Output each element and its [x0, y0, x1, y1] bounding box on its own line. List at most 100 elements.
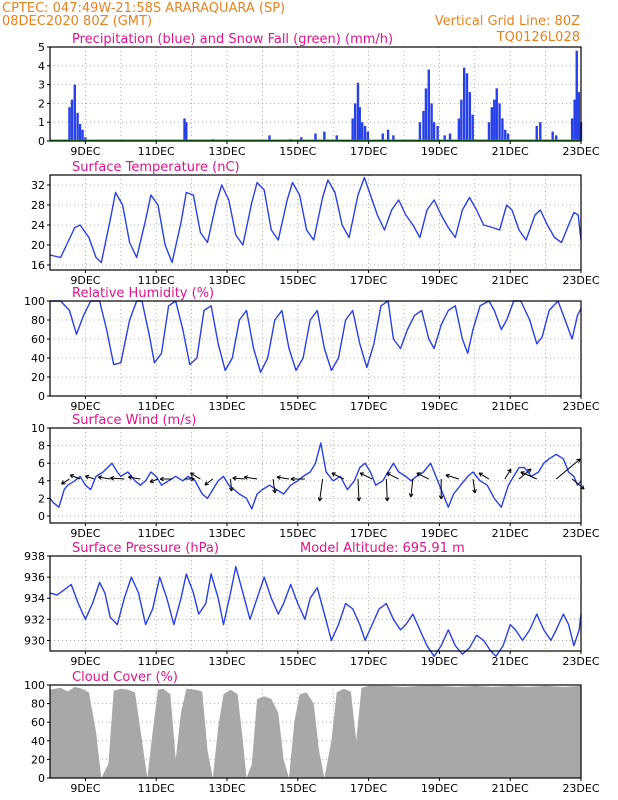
x-tick-label: 13DEC — [208, 655, 245, 668]
y-tick-label: 60 — [31, 333, 45, 346]
precip-bar — [430, 103, 433, 141]
x-tick-label: 11DEC — [138, 782, 175, 795]
y-tick-label: 0 — [38, 772, 45, 785]
wind-arrow — [228, 478, 234, 492]
pres-panel: 930 932 934 936 938 9DEC 11DEC 13DEC 15DEC 17DEC 1… — [24, 541, 600, 668]
y-tick-label: 24 — [31, 219, 45, 232]
precip-bar — [78, 124, 82, 141]
y-tick-label: 16 — [31, 259, 45, 272]
x-tick-label: 17DEC — [350, 274, 387, 287]
x-tick-label: 19DEC — [421, 145, 458, 158]
wind-arrow — [317, 478, 324, 502]
temp-title: Surface Temperature (nC) — [72, 160, 240, 175]
wind-frame — [49, 427, 582, 524]
precip-bar — [468, 92, 472, 141]
cloud-frame — [49, 684, 582, 779]
precip-bar — [539, 122, 542, 141]
precip-bar — [501, 118, 504, 141]
precip-bar — [432, 122, 436, 141]
precip-bar — [84, 137, 87, 141]
precip-bar — [448, 133, 452, 141]
y-tick-label: 40 — [31, 735, 45, 748]
precip-title: Precipitation (blue) and Snow Fall (gree… — [72, 32, 393, 47]
x-tick-label: 13DEC — [208, 400, 245, 413]
wind-series-line — [49, 442, 582, 510]
x-tick-label: 17DEC — [350, 400, 387, 413]
wind-arrow — [445, 473, 460, 480]
x-tick-label: 9DEC — [70, 145, 100, 158]
y-tick-label: 8 — [38, 440, 45, 453]
y-tick-label: 32 — [31, 179, 45, 192]
precip-frame — [49, 46, 582, 142]
precip-bar — [570, 118, 574, 141]
precip-bar — [335, 135, 338, 141]
rh-title: Relative Humidity (%) — [72, 286, 214, 301]
wind-arrow — [408, 478, 414, 498]
precip-bar — [460, 99, 463, 141]
rh-series-line — [50, 300, 582, 373]
y-tick-label: 100 — [24, 679, 45, 692]
x-tick-label: 9DEC — [70, 274, 100, 287]
precip-bar — [353, 103, 357, 141]
x-tick-label: 23DEC — [562, 655, 599, 668]
y-tick-label: 80 — [31, 698, 45, 711]
precip-bar — [424, 88, 428, 141]
precip-bar — [436, 125, 439, 141]
rh-panel: 0 20 40 60 80 100 9DEC 11DEC 13DEC 15DEC 17DEC 19DE… — [24, 286, 600, 413]
x-tick-label: 13DEC — [208, 782, 245, 795]
wind-panel: 0 2 4 6 8 10 9DEC 11DEC 13DEC 15DEC 17DEC 19DEC 21DE… — [31, 413, 600, 540]
wind-arrow — [110, 475, 125, 481]
precip-bar — [551, 131, 554, 141]
precip-bar — [457, 118, 461, 141]
precip-bar — [555, 135, 558, 141]
x-tick-label: 23DEC — [562, 527, 599, 540]
wind-arrow — [504, 468, 512, 480]
header-grid-line: Vertical Grid Line: 80Z — [435, 14, 580, 29]
pres-frame — [49, 555, 582, 652]
precip-bar — [183, 118, 186, 141]
precip-bar — [386, 129, 390, 141]
x-tick-label: 15DEC — [279, 782, 316, 795]
precip-bar — [487, 122, 491, 141]
wind-arrow — [69, 474, 81, 480]
x-tick-label: 19DEC — [421, 655, 458, 668]
x-tick-label: 9DEC — [70, 655, 100, 668]
temp-panel: 16 20 24 28 32 9DEC 11DEC 13DEC 15DEC 17DEC 19DEC 2… — [31, 160, 600, 287]
x-tick-label: 19DEC — [421, 527, 458, 540]
x-tick-label: 21DEC — [492, 782, 529, 795]
precip-bar — [422, 110, 425, 141]
wind-arrow — [356, 478, 362, 502]
x-tick-label: 15DEC — [279, 400, 316, 413]
precip-bar — [575, 50, 578, 142]
precip-bar — [68, 107, 71, 141]
precip-bar — [498, 103, 501, 141]
wind-arrow — [149, 478, 159, 484]
wind-arrow — [204, 478, 214, 486]
wind-arrow — [438, 479, 444, 500]
wind-arrow — [97, 475, 111, 480]
wind-arrow — [184, 476, 195, 482]
wind-arrow — [61, 478, 70, 485]
x-tick-label: 17DEC — [350, 527, 387, 540]
precip-bar — [76, 112, 79, 141]
precip-bar — [495, 88, 498, 141]
y-tick-label: 938 — [24, 550, 45, 563]
precip-bar — [443, 135, 446, 141]
y-tick-label: 40 — [31, 352, 45, 365]
y-tick-label: 20 — [31, 239, 45, 252]
header-model-code: TQ0126L028 — [496, 30, 580, 45]
precip-bar — [358, 107, 361, 141]
x-tick-label: 15DEC — [279, 655, 316, 668]
temp-frame — [49, 174, 582, 271]
precip-bar — [490, 107, 493, 141]
x-tick-label: 9DEC — [70, 782, 100, 795]
y-tick-label: 10 — [31, 422, 45, 435]
precip-bar — [351, 118, 354, 141]
precip-bar — [392, 135, 395, 141]
y-tick-label: 6 — [38, 457, 45, 470]
precip-bar — [471, 114, 474, 141]
precip-bar — [427, 69, 430, 141]
precip-bar — [418, 122, 422, 141]
precip-bar — [363, 125, 367, 141]
x-tick-label: 19DEC — [421, 274, 458, 287]
